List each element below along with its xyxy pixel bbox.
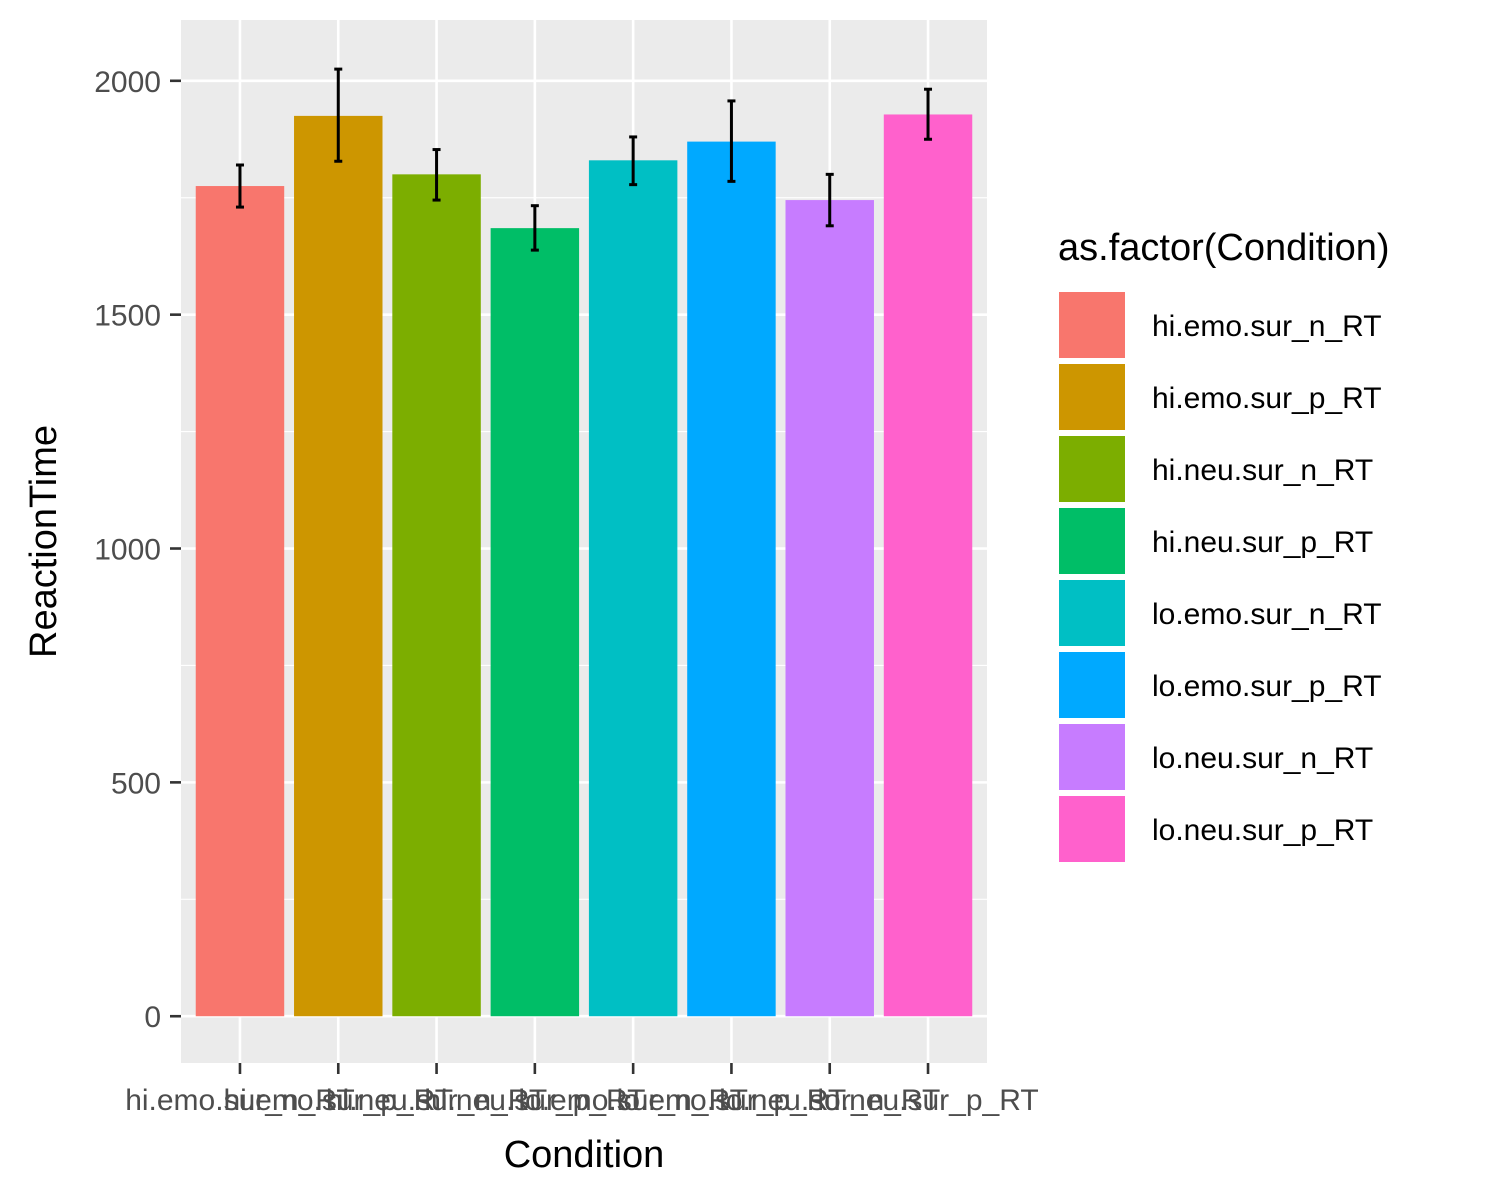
- legend-swatch: [1059, 652, 1125, 718]
- legend-label: hi.neu.sur_n_RT: [1152, 454, 1373, 487]
- x-tick-label: lo.emo.sur_p_RT: [617, 1084, 847, 1117]
- error-bar: [924, 87, 933, 141]
- x-tick-label: hi.emo.sur_p_RT: [223, 1084, 453, 1117]
- bar: [490, 228, 580, 1017]
- y-tick-label: 1000: [94, 534, 161, 567]
- bar: [687, 141, 776, 1017]
- error-bar: [629, 135, 638, 187]
- bars: [195, 114, 973, 1017]
- legend-item: hi.emo.sur_p_RT: [1059, 364, 1382, 430]
- legend-swatch: [1059, 436, 1125, 502]
- legend-swatch: [1059, 508, 1125, 574]
- x-tick-label: hi.neu.sur_n_RT: [326, 1084, 547, 1117]
- legend-item: lo.emo.sur_p_RT: [1059, 652, 1382, 718]
- legend-swatch: [1059, 580, 1125, 646]
- bar: [392, 174, 481, 1017]
- legend-title: as.factor(Condition): [1058, 227, 1390, 269]
- error-bars: [235, 67, 933, 252]
- error-bar: [334, 67, 343, 163]
- legend-item: lo.neu.sur_p_RT: [1059, 796, 1373, 862]
- bar: [588, 160, 678, 1017]
- legend-label: hi.emo.sur_n_RT: [1152, 310, 1382, 343]
- error-bar: [727, 99, 736, 183]
- legend-label: lo.neu.sur_n_RT: [1152, 742, 1373, 775]
- legend-item: hi.neu.sur_n_RT: [1059, 436, 1373, 502]
- x-tick-label: lo.neu.sur_n_RT: [719, 1084, 940, 1117]
- x-axis-title: Condition: [504, 1134, 665, 1176]
- x-tick-label: hi.neu.sur_p_RT: [424, 1084, 645, 1117]
- error-bar: [432, 148, 441, 202]
- bar: [785, 200, 874, 1017]
- bar: [195, 186, 285, 1017]
- y-tick-label: 0: [144, 1001, 161, 1034]
- legend-item: hi.neu.sur_p_RT: [1059, 508, 1373, 574]
- y-tick-label: 2000: [94, 66, 161, 99]
- legend-swatch: [1059, 292, 1125, 358]
- legend-item: lo.neu.sur_n_RT: [1059, 724, 1373, 790]
- x-axis: hi.emo.sur_n_RThi.emo.sur_p_RThi.neu.sur…: [125, 1063, 1039, 1117]
- x-tick-label: hi.emo.sur_n_RT: [125, 1084, 355, 1117]
- legend-item: hi.emo.sur_n_RT: [1059, 292, 1382, 358]
- legend-item: lo.emo.sur_n_RT: [1059, 580, 1382, 646]
- legend-label: hi.neu.sur_p_RT: [1152, 526, 1373, 559]
- legend-swatch: [1059, 724, 1125, 790]
- y-axis: 0 500 1000 1500 2000: [94, 66, 181, 1034]
- y-tick-label: 1500: [94, 300, 161, 333]
- legend-label: lo.emo.sur_n_RT: [1152, 598, 1382, 631]
- legend-swatch: [1059, 364, 1125, 430]
- error-bar: [825, 172, 834, 228]
- error-bar: [530, 204, 539, 252]
- legend-label: hi.emo.sur_p_RT: [1152, 382, 1382, 415]
- bar: [294, 115, 383, 1017]
- legend-swatch: [1059, 796, 1125, 862]
- legend-label: lo.neu.sur_p_RT: [1152, 814, 1373, 847]
- legend-label: lo.emo.sur_p_RT: [1152, 670, 1382, 703]
- y-tick-label: 500: [111, 767, 161, 800]
- y-axis-title: ReactionTime: [23, 425, 65, 658]
- legend: as.factor(Condition) hi.emo.sur_n_RT hi.e…: [1058, 227, 1390, 862]
- x-tick-label: lo.neu.sur_p_RT: [817, 1084, 1038, 1117]
- error-bar: [235, 163, 244, 209]
- x-tick-label: lo.emo.sur_n_RT: [518, 1084, 748, 1117]
- bar: [883, 114, 973, 1017]
